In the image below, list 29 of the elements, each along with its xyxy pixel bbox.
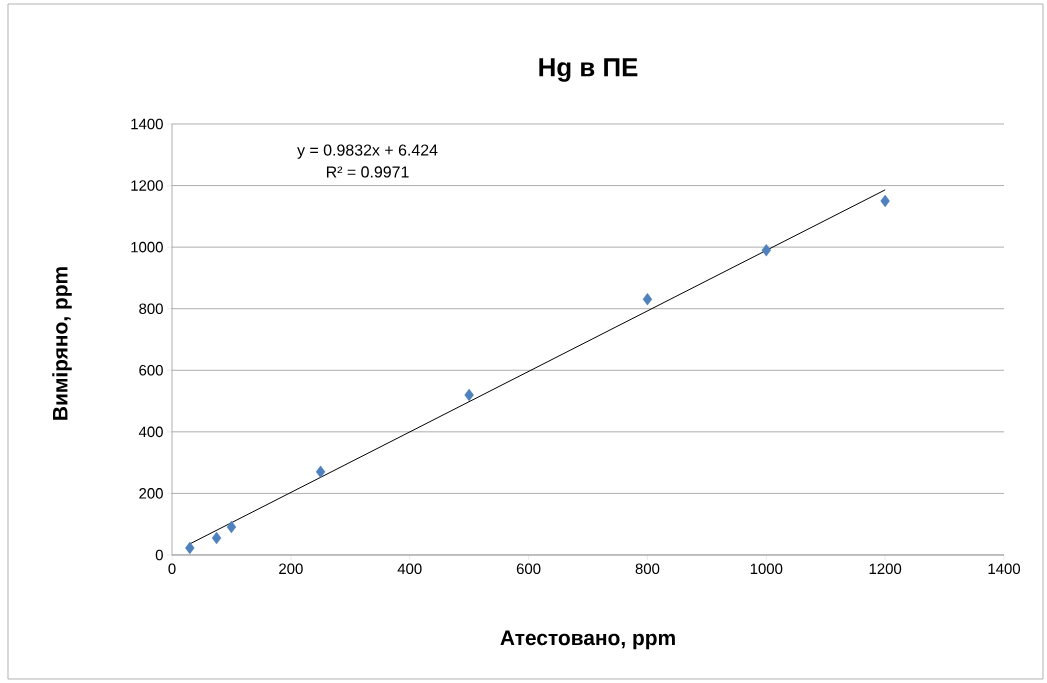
y-tick-label: 400 <box>138 426 163 438</box>
x-tick-label: 1200 <box>869 563 902 575</box>
point <box>761 244 771 257</box>
x-tick-label: 200 <box>279 563 303 575</box>
point <box>880 194 890 208</box>
x-tick-label: 600 <box>516 563 541 575</box>
chart-title: Hg в ПЕ <box>539 58 638 82</box>
y-tick-label: 1000 <box>131 241 163 253</box>
point <box>464 388 474 402</box>
x-axis-title: Атестовано, ppm <box>500 630 675 650</box>
annotation: R² = 0.9971 <box>326 166 409 178</box>
point <box>185 541 195 555</box>
point <box>211 531 222 545</box>
y-tick-label: 200 <box>139 488 163 499</box>
x-tick-label: 800 <box>635 563 660 575</box>
point <box>226 520 237 534</box>
annotation: y = 0.9832x + 6.424 <box>297 144 438 159</box>
x-tick-label: 400 <box>397 563 422 575</box>
x-tick-label: 1400 <box>988 563 1021 575</box>
y-tick-label: 600 <box>139 364 163 376</box>
y-tick-label: 1400 <box>131 118 163 130</box>
y-tick-label: 1200 <box>131 180 163 191</box>
point <box>315 465 326 479</box>
y-tick-label: 0 <box>155 549 163 561</box>
x-tick-label: 1000 <box>750 563 783 575</box>
y-tick-label: 800 <box>139 303 163 314</box>
y-axis-title: Виміряно, ppm <box>52 267 72 420</box>
point <box>642 292 653 306</box>
x-tick-label: 0 <box>168 563 176 575</box>
